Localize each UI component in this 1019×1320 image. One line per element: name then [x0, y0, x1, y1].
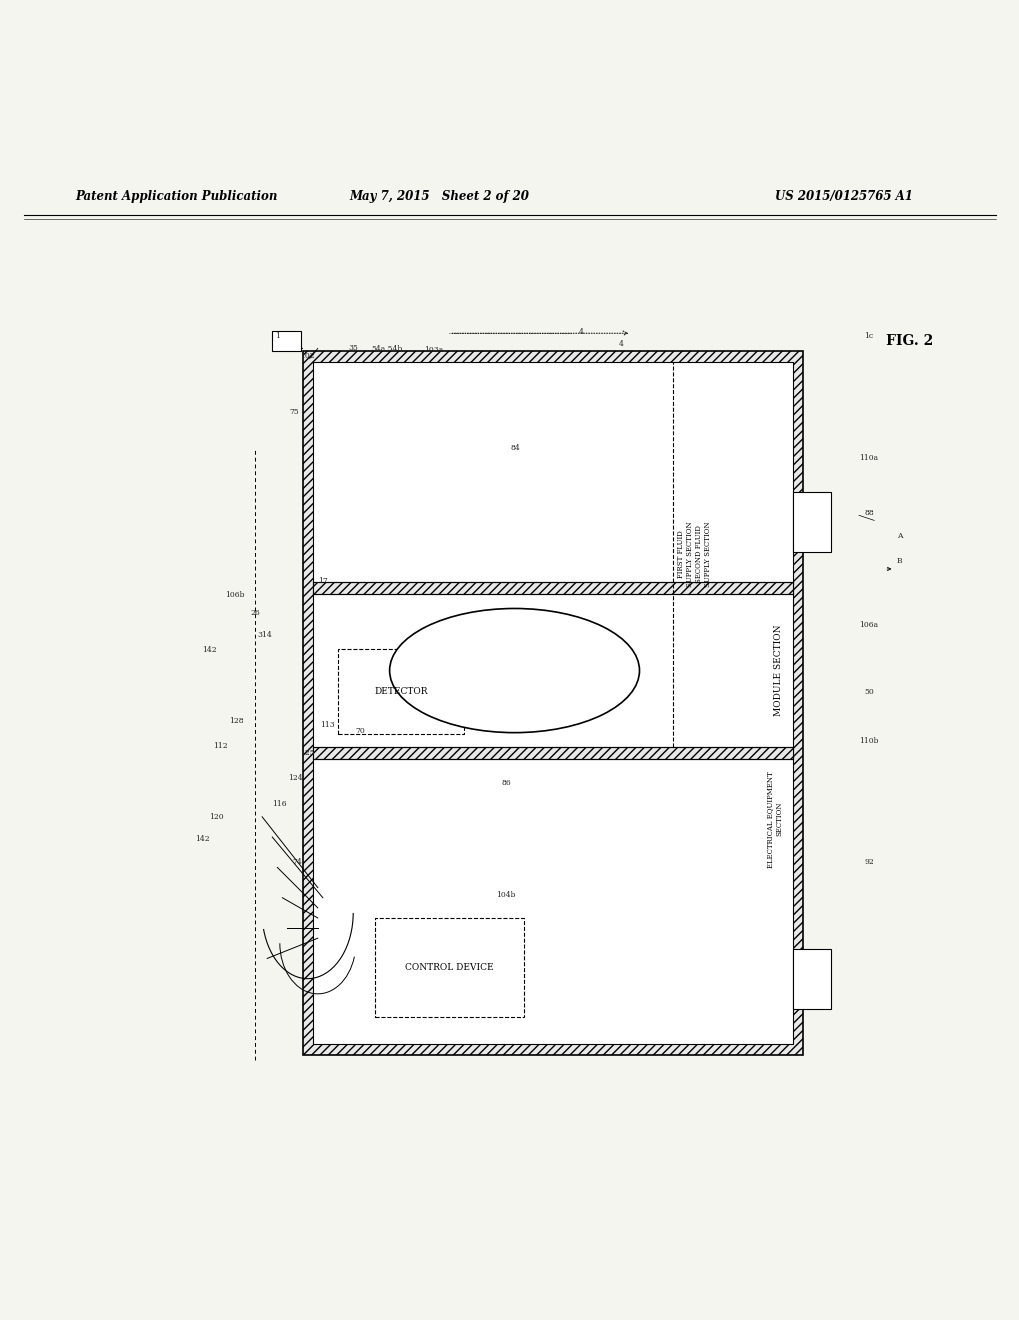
Text: US 2015/0125765 A1: US 2015/0125765 A1	[774, 190, 912, 203]
Text: 92: 92	[863, 858, 873, 866]
Text: FIRST FLUID
SUPPLY SECTION: FIRST FLUID SUPPLY SECTION	[676, 521, 693, 587]
Text: DETECTOR: DETECTOR	[374, 686, 427, 696]
Text: 84: 84	[510, 444, 520, 451]
Text: 142: 142	[195, 836, 210, 843]
Text: 35: 35	[347, 345, 358, 352]
Text: 110a: 110a	[859, 454, 877, 462]
Text: 50: 50	[863, 688, 873, 697]
Text: 110b: 110b	[859, 737, 878, 744]
Text: 1c: 1c	[864, 333, 873, 341]
Text: 104b: 104b	[495, 891, 516, 899]
Text: A: A	[896, 532, 902, 540]
Text: B: B	[896, 557, 902, 565]
Text: 106b: 106b	[225, 591, 245, 599]
Ellipse shape	[389, 609, 639, 733]
Text: 142: 142	[202, 645, 217, 653]
Bar	[793, 492, 830, 552]
Bar	[375, 919, 524, 1018]
Bar	[313, 582, 793, 594]
Text: CONTROL DEVICE: CONTROL DEVICE	[405, 964, 493, 973]
Text: 128: 128	[229, 717, 244, 725]
Text: FIG. 2: FIG. 2	[886, 334, 932, 348]
Text: 88: 88	[863, 510, 873, 517]
Text: 4: 4	[578, 329, 583, 337]
Text: SECOND FLUID
SUPPLY SECTION: SECOND FLUID SUPPLY SECTION	[694, 521, 711, 587]
Text: 112: 112	[213, 742, 228, 750]
Text: 106a: 106a	[859, 620, 877, 628]
Text: MODULE SECTION: MODULE SECTION	[772, 624, 782, 717]
Bar	[272, 331, 301, 351]
Bar	[337, 649, 464, 734]
Text: 120: 120	[209, 813, 224, 821]
Bar	[793, 949, 830, 1008]
Text: 102: 102	[300, 352, 315, 360]
Text: 54a,54b: 54a,54b	[371, 345, 401, 352]
Text: 75: 75	[289, 408, 300, 416]
Text: 116: 116	[272, 800, 286, 808]
Text: 26: 26	[250, 610, 260, 618]
Text: 1: 1	[274, 333, 279, 341]
Text: 86: 86	[500, 779, 511, 788]
Text: 103a: 103a	[424, 346, 443, 355]
Bar	[313, 747, 793, 759]
Text: 4: 4	[619, 341, 623, 348]
Text: Patent Application Publication: Patent Application Publication	[75, 190, 277, 203]
Text: 74: 74	[292, 858, 302, 866]
Text: 70: 70	[355, 727, 365, 735]
Text: ELECTRICAL EQUIPMENT
SECTION: ELECTRICAL EQUIPMENT SECTION	[765, 771, 783, 867]
Text: 17: 17	[318, 577, 327, 585]
Bar	[303, 351, 803, 1055]
Text: May 7, 2015   Sheet 2 of 20: May 7, 2015 Sheet 2 of 20	[348, 190, 529, 203]
Text: 314: 314	[258, 631, 272, 639]
Bar	[313, 362, 793, 1044]
Text: 125: 125	[300, 748, 315, 758]
Text: 113: 113	[320, 721, 335, 729]
Text: 124: 124	[288, 775, 303, 783]
